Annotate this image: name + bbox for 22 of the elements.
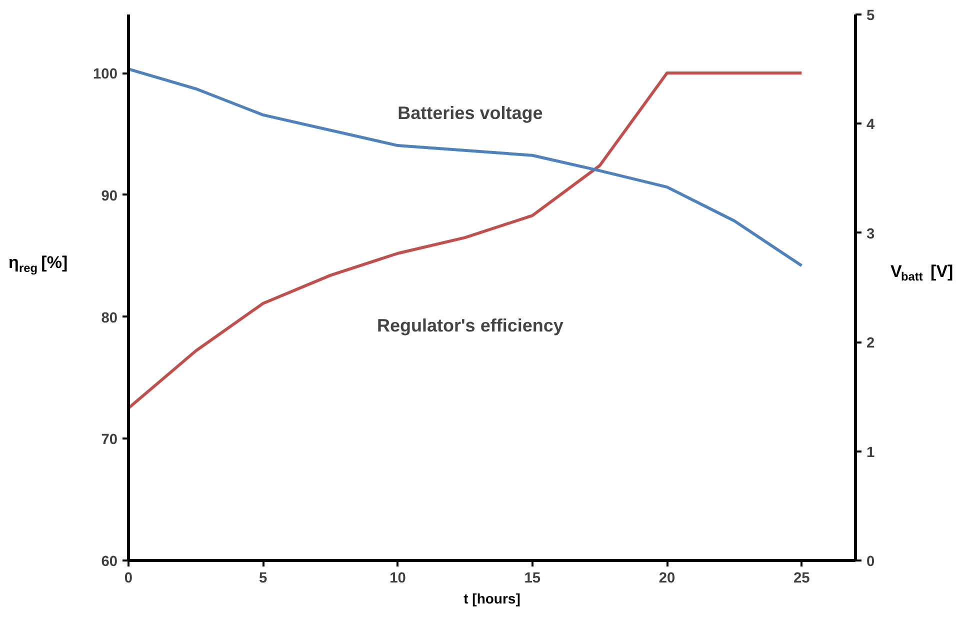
y-tick-label: 100 xyxy=(93,66,118,82)
y2-tick-label: 4 xyxy=(866,117,876,134)
x-tick-label: 5 xyxy=(259,570,268,586)
y2-tick-label: 5 xyxy=(866,8,875,24)
x-tick-label: 0 xyxy=(124,570,133,586)
y-tick-label: 60 xyxy=(101,554,118,570)
y-tick-label: 90 xyxy=(101,188,118,204)
y2-tick-label: 3 xyxy=(866,226,875,242)
y2-tick-label: 2 xyxy=(866,336,875,352)
x-tick-label: 20 xyxy=(658,570,676,586)
y2-tick-label: 0 xyxy=(866,554,875,570)
x-tick-label: 10 xyxy=(390,570,406,586)
annotation: Batteries voltage xyxy=(398,102,543,123)
y2-tick-label: 1 xyxy=(866,444,875,461)
annotation: Regulator's efficiency xyxy=(377,316,564,336)
x-tick-label: 25 xyxy=(793,570,810,586)
x-axis-title: t [hours] xyxy=(464,590,520,606)
x-tick-label: 15 xyxy=(524,570,541,586)
line-series xyxy=(128,72,804,410)
line-series xyxy=(128,68,804,268)
y-tick-label: 80 xyxy=(101,310,118,326)
y-tick-label: 70 xyxy=(101,432,118,448)
